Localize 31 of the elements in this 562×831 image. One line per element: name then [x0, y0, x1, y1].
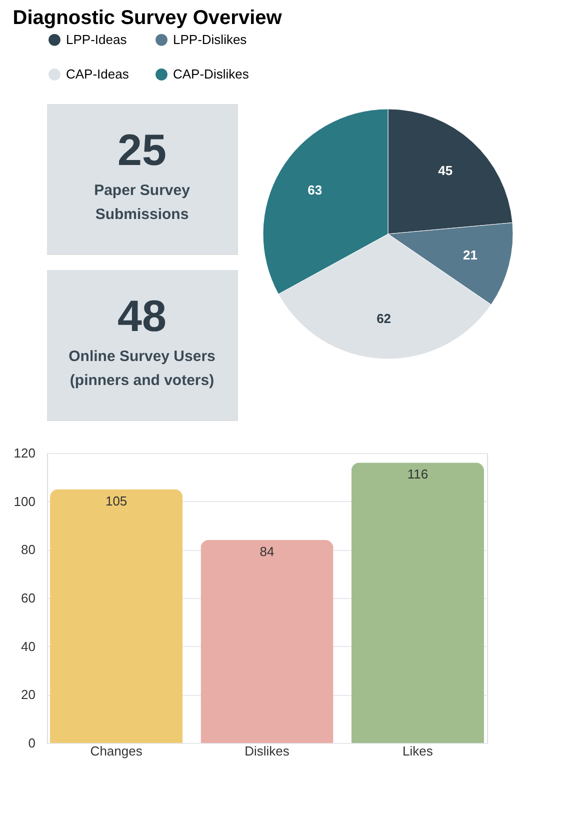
bar	[50, 489, 183, 743]
legend-label: LPP-Ideas	[66, 32, 128, 47]
data-label: 21	[463, 247, 478, 262]
data-label: 116	[407, 466, 428, 482]
bar	[351, 462, 484, 743]
text: 25	[118, 126, 166, 175]
bar	[200, 540, 334, 743]
y-tick-label: 60	[21, 590, 36, 606]
y-tick-label: 120	[14, 446, 36, 460]
data-label: 84	[260, 544, 274, 559]
legend-label: CAP-Dislikes	[173, 66, 250, 82]
data-label: 63	[308, 182, 322, 198]
x-tick-label: Changes	[90, 744, 143, 758]
text: Paper Survey	[94, 182, 191, 199]
text: 48	[118, 292, 166, 341]
data-label: 62	[376, 310, 392, 326]
legend-label: LPP-Dislikes	[173, 32, 248, 47]
x-tick-label: Likes	[402, 744, 434, 758]
y-tick-label: 0	[28, 736, 36, 750]
text: (pinners and voters)	[70, 372, 214, 389]
x-tick-label: Dislikes	[244, 744, 290, 758]
legend-label: CAP-Ideas	[66, 66, 130, 82]
text: Submissions	[95, 206, 189, 223]
y-tick-label: 100	[14, 494, 36, 509]
data-label: 45	[438, 163, 453, 178]
text: Online Survey Users	[68, 348, 216, 365]
y-tick-label: 20	[21, 687, 36, 702]
text: Diagnostic Survey Overview	[12, 7, 282, 29]
data-label: 105	[105, 493, 128, 508]
y-tick-label: 80	[21, 542, 36, 558]
y-tick-label: 40	[21, 638, 36, 654]
